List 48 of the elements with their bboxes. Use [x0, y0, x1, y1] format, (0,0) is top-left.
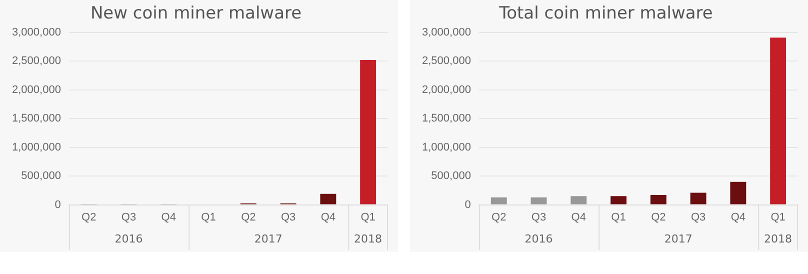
- y-tick-label: 0: [464, 198, 471, 211]
- bar: [610, 196, 627, 204]
- x-tick-label: Q1: [770, 211, 786, 224]
- x-tick-label: Q1: [611, 211, 626, 224]
- text: 2017: [254, 232, 282, 246]
- bar: [770, 38, 786, 204]
- y-tick-label: 500,000: [431, 170, 471, 182]
- bar: [650, 195, 666, 204]
- x-tick-label: Q3: [531, 211, 546, 224]
- x-tick-label: Q3: [690, 211, 706, 224]
- bar: [530, 197, 547, 204]
- x-tick-label: Q2: [241, 211, 256, 224]
- x-tick-label: Q1: [201, 211, 216, 224]
- text: 2017: [664, 232, 692, 246]
- y-tick-label: 2,000,000: [12, 84, 61, 96]
- x-tick-label: Q2: [82, 211, 96, 224]
- y-tick-label: 1,000,000: [12, 141, 61, 154]
- x-tick-label: Q3: [280, 211, 296, 224]
- text: 2018: [764, 232, 792, 246]
- y-tick-label: 500,000: [21, 170, 61, 182]
- y-tick-label: 3,000,000: [422, 26, 471, 38]
- x-tick-label: Q2: [651, 211, 666, 224]
- y-tick-label: 3,000,000: [12, 26, 61, 38]
- x-tick-label: Q4: [730, 211, 746, 224]
- y-tick-label: 2,500,000: [422, 55, 471, 68]
- text: 2018: [354, 232, 382, 246]
- x-tick-label: Q2: [492, 211, 506, 224]
- bar: [360, 60, 376, 204]
- y-tick-label: 1,500,000: [12, 112, 61, 125]
- y-tick-label: 2,500,000: [12, 55, 61, 68]
- text: 2016: [524, 232, 553, 246]
- bar: [570, 196, 587, 204]
- x-tick-label: Q4: [571, 211, 586, 224]
- x-tick-label: Q4: [161, 211, 176, 224]
- y-tick-label: 0: [54, 198, 61, 211]
- y-tick-label: 1,000,000: [422, 141, 471, 154]
- x-tick-label: Q1: [360, 211, 376, 224]
- y-tick-label: 2,000,000: [422, 84, 471, 96]
- x-tick-label: Q3: [121, 211, 136, 224]
- bar: [320, 194, 336, 204]
- text: 2016: [114, 232, 143, 246]
- bar: [490, 197, 507, 204]
- chart-title: Total coin miner malware: [498, 4, 713, 24]
- bar: [730, 182, 746, 204]
- chart-title: New coin miner malware: [90, 4, 302, 24]
- x-tick-label: Q4: [320, 211, 336, 224]
- bar: [690, 192, 706, 204]
- y-tick-label: 1,500,000: [422, 112, 471, 125]
